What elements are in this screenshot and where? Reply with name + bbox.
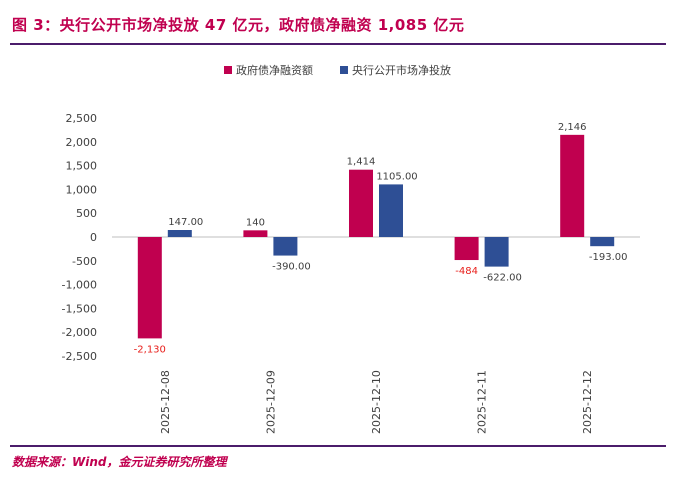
data-label: -390.00	[272, 262, 311, 273]
y-tick-label: 0	[90, 231, 97, 244]
data-label: -622.00	[483, 273, 522, 284]
y-tick-label: -2,000	[62, 326, 97, 339]
y-tick-label: 1,000	[66, 183, 98, 196]
legend-swatch-2	[340, 66, 348, 74]
data-label: -2,130	[134, 344, 166, 355]
bar-pboc-2025-12-09	[273, 237, 298, 256]
chart-title: 图 3：央行公开市场净投放 47 亿元，政府债净融资 1,085 亿元	[12, 16, 465, 34]
y-tick-label: 2,500	[66, 112, 98, 125]
y-tick-label: -2,500	[62, 350, 97, 363]
source-note: 数据来源：Wind，金元证券研究所整理	[12, 455, 227, 469]
x-tick-label: 2025-12-09	[264, 370, 277, 434]
legend-label-2: 央行公开市场净投放	[352, 63, 451, 77]
y-tick-label: 500	[76, 207, 97, 220]
data-label: 2,146	[558, 122, 587, 133]
data-label: -193.00	[589, 252, 628, 263]
bar-pboc-2025-12-12	[590, 237, 615, 247]
y-tick-label: 2,000	[66, 136, 98, 149]
y-tick-label: -500	[72, 255, 97, 268]
x-tick-label: 2025-12-11	[476, 370, 489, 434]
bar-pboc-2025-12-08	[167, 230, 192, 237]
y-tick-label: -1,000	[62, 279, 97, 292]
y-tick-label: -1,500	[62, 302, 97, 315]
bar-pboc-2025-12-10	[379, 184, 403, 237]
data-label: -484	[455, 266, 478, 277]
bar-gov-bond-2025-12-10	[349, 169, 373, 237]
bar-gov-bond-2025-12-12	[560, 134, 585, 237]
bar-gov-bond-2025-12-09	[243, 230, 268, 237]
x-tick-label: 2025-12-10	[370, 370, 383, 434]
y-tick-label: 1,500	[66, 160, 98, 173]
x-tick-label: 2025-12-08	[159, 370, 172, 434]
legend-label-1: 政府债净融资额	[236, 63, 313, 77]
x-tick-label: 2025-12-12	[581, 370, 594, 434]
title-rule	[10, 43, 666, 45]
footer-rule	[10, 445, 666, 447]
data-label: 147.00	[168, 217, 203, 228]
bar-gov-bond-2025-12-11	[454, 237, 479, 261]
bar-gov-bond-2025-12-08	[137, 237, 162, 339]
bar-pboc-2025-12-11	[484, 237, 509, 267]
data-label: 140	[246, 217, 265, 228]
data-label: 1105.00	[376, 171, 417, 182]
legend-swatch-1	[224, 66, 232, 74]
data-label: 1,414	[347, 157, 376, 168]
